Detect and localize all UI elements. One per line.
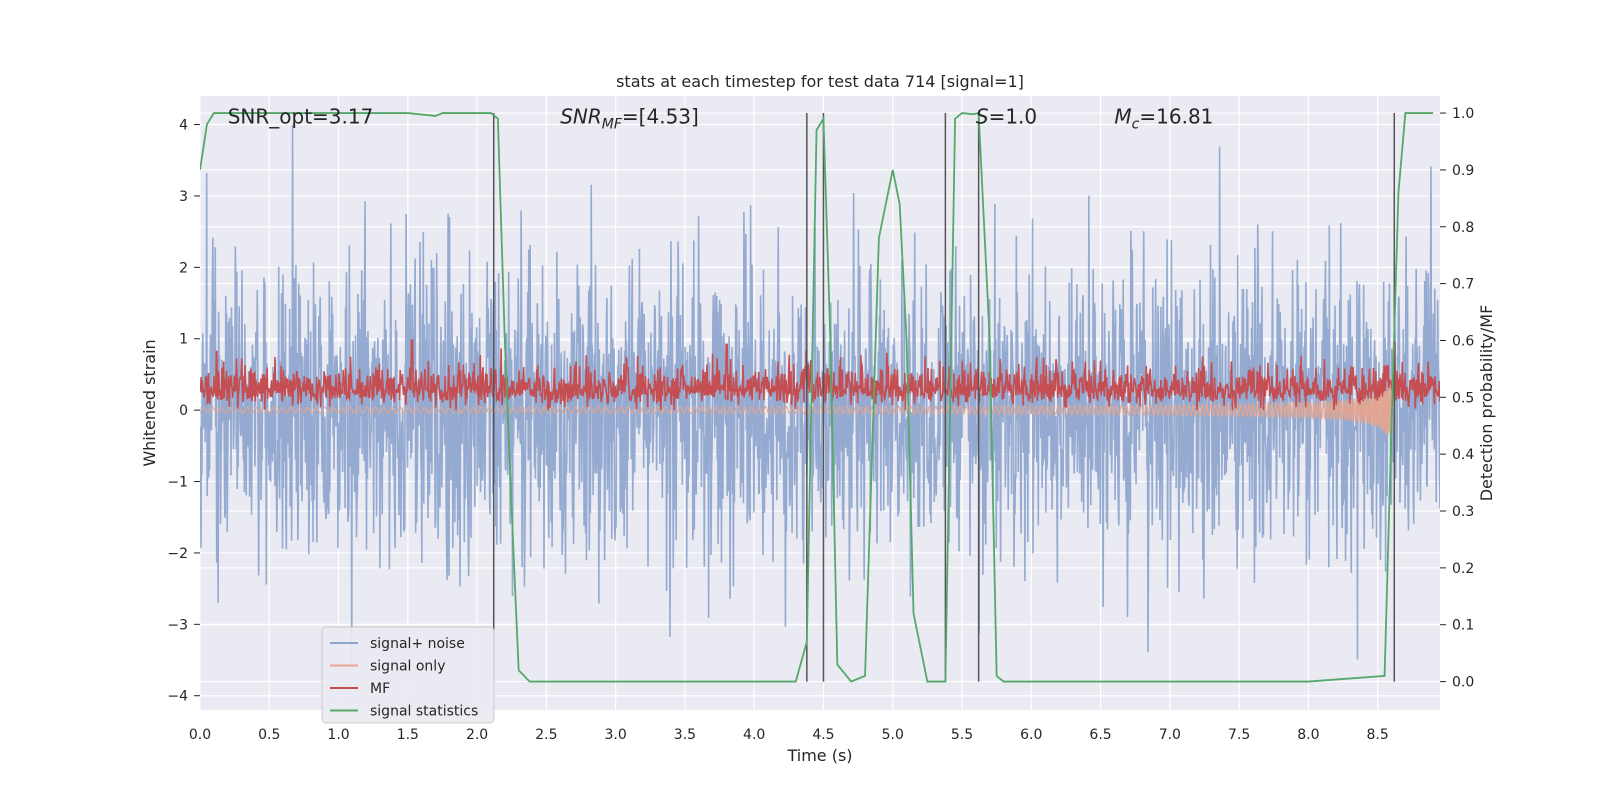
x-tick-label: 8.5 bbox=[1367, 727, 1389, 743]
y2-axis-label: Detection probability/MF bbox=[1477, 305, 1496, 502]
y2-tick-label: 0.3 bbox=[1452, 504, 1474, 520]
legend-label: signal+ noise bbox=[370, 636, 465, 652]
series-signal-noise bbox=[200, 124, 1440, 668]
x-tick-label: 8.0 bbox=[1297, 727, 1319, 743]
y-tick-label: 4 bbox=[179, 118, 188, 134]
x-tick-label: 6.0 bbox=[1020, 727, 1042, 743]
series-layer bbox=[200, 111, 1440, 683]
y2-tick-label: 0.9 bbox=[1452, 163, 1474, 179]
y-tick-label: −2 bbox=[167, 546, 188, 562]
y2-tick-label: 0.6 bbox=[1452, 333, 1474, 349]
legend-label: signal statistics bbox=[370, 704, 478, 720]
x-tick-label: 7.5 bbox=[1228, 727, 1250, 743]
series-signal-only bbox=[200, 369, 1395, 438]
series-mf bbox=[200, 339, 1440, 411]
y-axis-label: Whitened strain bbox=[140, 339, 159, 466]
legend-label: MF bbox=[370, 681, 390, 697]
annotation-2: SNRMF=[4.53] bbox=[560, 104, 699, 132]
annotation-4: Mc=16.81 bbox=[1114, 104, 1213, 132]
x-tick-label: 1.0 bbox=[327, 727, 349, 743]
y2-tick-label: 0.1 bbox=[1452, 618, 1474, 634]
chart-title: stats at each timestep for test data 714… bbox=[616, 72, 1024, 91]
series-signal-statistics bbox=[200, 111, 1434, 683]
legend-box bbox=[321, 626, 495, 724]
annotation-1: SNR_opt=3.17 bbox=[228, 104, 374, 128]
x-tick-label: 5.0 bbox=[882, 727, 904, 743]
tick-labels: 0.0 0.5 1.0 1.5 2.0 2.5 3.0 3.5 4.0 4.5 5.0 5.5 6.0 6… bbox=[167, 106, 1474, 743]
x-axis-label: Time (s) bbox=[786, 746, 852, 765]
y2-tick-label: 0.7 bbox=[1452, 277, 1474, 293]
y-tick-label: 3 bbox=[179, 189, 188, 205]
x-tick-label: 6.5 bbox=[1089, 727, 1111, 743]
y2-tick-label: 0.2 bbox=[1452, 561, 1474, 577]
x-tick-label: 1.5 bbox=[397, 727, 419, 743]
x-tick-label: 5.5 bbox=[951, 727, 973, 743]
y2-tick-label: 0.8 bbox=[1452, 220, 1474, 236]
legend: signal+ noise signal only MF signal statist… bbox=[321, 626, 495, 724]
x-tick-label: 4.0 bbox=[743, 727, 765, 743]
y-tick-label: −1 bbox=[167, 475, 188, 491]
legend-label: signal only bbox=[370, 659, 445, 675]
x-tick-label: 3.5 bbox=[674, 727, 696, 743]
y2-tick-label: 0.4 bbox=[1452, 447, 1474, 463]
y-tick-label: 0 bbox=[179, 403, 188, 419]
x-tick-label: 3.0 bbox=[605, 727, 627, 743]
annotations: SNR_opt=3.17 SNRMF=[4.53] S=1.0 Mc=16.81 bbox=[228, 104, 1214, 132]
y2-tick-label: 0.5 bbox=[1452, 390, 1474, 406]
annotation-3: S=1.0 bbox=[976, 104, 1037, 128]
x-tick-label: 0.0 bbox=[189, 727, 211, 743]
x-tick-label: 2.5 bbox=[535, 727, 557, 743]
x-tick-label: 0.5 bbox=[258, 727, 280, 743]
x-tick-label: 7.0 bbox=[1159, 727, 1181, 743]
y-tick-label: 2 bbox=[179, 260, 188, 276]
x-tick-label: 4.5 bbox=[812, 727, 834, 743]
y2-tick-label: 0.0 bbox=[1452, 675, 1474, 691]
y-tick-label: −4 bbox=[167, 689, 188, 705]
y2-tick-label: 1.0 bbox=[1452, 106, 1474, 122]
y-tick-label: −3 bbox=[167, 617, 188, 633]
y-tick-label: 1 bbox=[179, 332, 188, 348]
x-tick-label: 2.0 bbox=[466, 727, 488, 743]
